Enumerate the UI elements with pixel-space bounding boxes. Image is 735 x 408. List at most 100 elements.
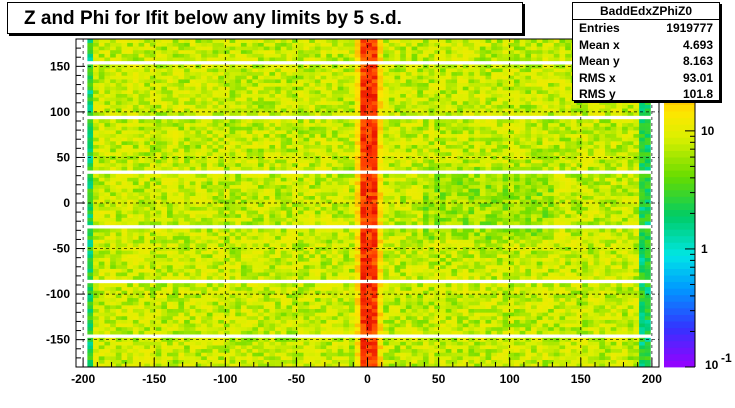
heatmap-cell-3786 bbox=[223, 213, 230, 218]
heatmap-cell-1274 bbox=[576, 315, 583, 320]
heatmap-cell-2408 bbox=[269, 268, 276, 273]
heatmap-cell-2145 bbox=[462, 283, 469, 288]
heatmap-cell-2826 bbox=[394, 254, 401, 258]
heatmap-cell-4226 bbox=[474, 199, 481, 204]
heatmap-cell-3105 bbox=[292, 243, 299, 248]
heatmap-cell-4449 bbox=[616, 192, 623, 197]
heatmap-cell-1135 bbox=[349, 319, 355, 324]
heatmap-cell-2143 bbox=[451, 283, 458, 288]
heatmap-cell-4507 bbox=[383, 188, 390, 193]
heatmap-cell-1575 bbox=[599, 305, 606, 309]
heatmap-cell-3711 bbox=[360, 217, 367, 222]
heatmap-cell-4975 bbox=[229, 166, 236, 171]
heatmap-cell-1018 bbox=[246, 323, 253, 328]
heatmap-cell-4758 bbox=[121, 177, 128, 182]
heatmap-cell-4014 bbox=[394, 206, 401, 211]
heatmap-cell-4248 bbox=[599, 199, 606, 204]
heatmap-cell-642 bbox=[360, 341, 367, 346]
heatmap-cell-4028 bbox=[474, 206, 481, 211]
heatmap-cell-459 bbox=[445, 348, 452, 353]
heatmap-cell-2400 bbox=[223, 268, 230, 273]
heatmap-cell-2631 bbox=[411, 261, 418, 266]
heatmap-cell-1910 bbox=[252, 290, 259, 295]
heatmap-cell-4771 bbox=[195, 177, 202, 182]
heatmap-cell-4213 bbox=[400, 199, 407, 204]
heatmap-cell-2801 bbox=[252, 254, 259, 258]
heatmap-cell-531 bbox=[292, 345, 299, 350]
heatmap-cell-2004 bbox=[223, 286, 230, 291]
heatmap-cell-4688 bbox=[286, 181, 293, 186]
heatmap-cell-4035 bbox=[513, 206, 520, 211]
heatmap-cell-9 bbox=[138, 363, 145, 368]
heatmap-cell-2158 bbox=[536, 283, 543, 288]
heatmap-cell-4868 bbox=[184, 173, 191, 178]
heatmap-cell-4387 bbox=[263, 192, 270, 197]
heatmap-cell-1412 bbox=[235, 308, 242, 313]
heatmap-cell-3535 bbox=[485, 228, 492, 233]
heatmap-cell-800 bbox=[132, 330, 139, 335]
heatmap-cell-2138 bbox=[422, 283, 429, 288]
heatmap-cell-202 bbox=[110, 356, 117, 361]
heatmap-cell-1446 bbox=[428, 308, 435, 313]
heatmap-cell-4881 bbox=[258, 173, 264, 178]
heatmap-cell-1865 bbox=[559, 294, 566, 299]
heatmap-cell-3143 bbox=[508, 243, 515, 248]
heatmap-cell-587 bbox=[610, 345, 617, 350]
heatmap-cell-2538 bbox=[445, 264, 452, 269]
heatmap-cell-864 bbox=[496, 330, 503, 335]
heatmap-cell-919 bbox=[246, 326, 253, 331]
heatmap-cell-305 bbox=[132, 352, 139, 357]
heatmap-cell-990 bbox=[87, 323, 94, 328]
heatmap-cell-1556 bbox=[491, 305, 498, 309]
heatmap-cell-421 bbox=[229, 348, 236, 353]
heatmap-cell-2028 bbox=[360, 286, 367, 291]
heatmap-cell-550 bbox=[400, 345, 407, 350]
heatmap-cell-1787 bbox=[115, 294, 122, 299]
heatmap-cell-3560 bbox=[627, 228, 634, 233]
heatmap-cell-4159 bbox=[93, 199, 100, 204]
heatmap-cell-441 bbox=[343, 348, 350, 353]
heatmap-cell-3325 bbox=[417, 235, 424, 240]
heatmap-cell-4925 bbox=[508, 173, 515, 178]
heatmap-cell-4858 bbox=[127, 173, 134, 178]
heatmap-cell-3797 bbox=[286, 213, 293, 218]
heatmap-cell-4677 bbox=[223, 181, 230, 186]
heatmap-cell-3 bbox=[104, 363, 111, 368]
heatmap-cell-1839 bbox=[411, 294, 418, 299]
heatmap-cell-2671 bbox=[639, 261, 646, 266]
heatmap-cell-215 bbox=[184, 356, 191, 361]
heatmap-cell-3158 bbox=[593, 243, 600, 248]
heatmap-cell-2112 bbox=[275, 283, 282, 288]
heatmap-cell-595 bbox=[93, 341, 100, 346]
heatmap-cell-3087 bbox=[189, 243, 196, 248]
heatmap-cell-1716 bbox=[275, 297, 282, 302]
heatmap-cell-370 bbox=[502, 352, 509, 357]
heatmap-cell-2254 bbox=[519, 275, 526, 280]
heatmap-cell-3510 bbox=[343, 228, 350, 233]
heatmap-cell-987 bbox=[633, 326, 640, 331]
heatmap-cell-1692 bbox=[138, 297, 145, 302]
heatmap-cell-317 bbox=[201, 352, 208, 357]
heatmap-cell-4505 bbox=[371, 188, 378, 193]
heatmap-cell-1544 bbox=[422, 305, 429, 309]
heatmap-cell-1349 bbox=[440, 312, 447, 317]
heatmap-cell-1618 bbox=[280, 301, 287, 306]
heatmap-cell-3335 bbox=[474, 235, 481, 240]
heatmap-cell-1303 bbox=[178, 312, 185, 317]
heatmap-cell-407 bbox=[149, 348, 156, 353]
heatmap-cell-2017 bbox=[297, 286, 304, 291]
heatmap-cell-2369 bbox=[610, 272, 617, 277]
heatmap-cell-4959 bbox=[138, 166, 145, 171]
heatmap-cell-2249 bbox=[491, 275, 498, 280]
heatmap-cell-2478 bbox=[104, 264, 111, 269]
heatmap-cell-149 bbox=[371, 359, 378, 364]
heatmap-cell-4195 bbox=[297, 199, 304, 204]
heatmap-cell-2579 bbox=[115, 261, 122, 266]
heatmap-cell-2638 bbox=[451, 261, 458, 266]
heatmap-cell-2074 bbox=[622, 286, 629, 291]
heatmap-cell-4594 bbox=[314, 184, 321, 189]
heatmap-cell-3280 bbox=[161, 235, 168, 240]
heatmap-cell-3619 bbox=[400, 221, 407, 226]
heatmap-cell-1578 bbox=[616, 305, 623, 309]
heatmap-cell-481 bbox=[570, 348, 577, 353]
